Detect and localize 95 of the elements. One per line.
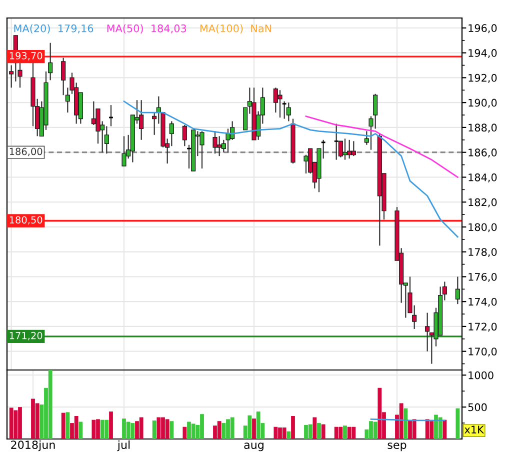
x-tick-label: 2018jun xyxy=(11,440,55,452)
bar xyxy=(430,421,434,439)
bar xyxy=(425,419,430,439)
candlestick xyxy=(455,276,460,305)
bar xyxy=(378,388,382,439)
bar xyxy=(78,422,83,439)
bar xyxy=(74,416,78,439)
y-tick-label: 176,0 xyxy=(468,272,497,282)
bar xyxy=(438,417,442,439)
y-tick-label: 194,0 xyxy=(468,49,497,58)
candlestick xyxy=(61,57,66,96)
bar xyxy=(14,410,18,439)
bar xyxy=(412,419,416,439)
bar xyxy=(399,403,404,439)
bar xyxy=(312,417,317,439)
bar xyxy=(222,423,226,439)
y-tick-label: 196,0 xyxy=(468,24,497,34)
bar xyxy=(48,370,52,439)
y-tick-label: 182,0 xyxy=(468,198,497,208)
candlestick xyxy=(212,130,218,154)
candlestick xyxy=(9,64,14,88)
bar xyxy=(9,408,14,439)
bar xyxy=(230,417,234,439)
bar xyxy=(126,422,130,439)
bar xyxy=(100,420,104,439)
bar xyxy=(139,417,144,439)
x-tick-label: sep xyxy=(388,442,406,452)
bar xyxy=(35,403,40,439)
candlestick xyxy=(342,138,348,160)
y-tick-label: 186,0 xyxy=(468,148,497,158)
candlestick xyxy=(243,107,248,130)
bar xyxy=(252,418,256,439)
y-tick-label: 170,0 xyxy=(468,348,497,357)
y-tick-label: 184,0 xyxy=(468,173,497,182)
ref-line-label: 171,20 xyxy=(10,332,42,340)
bar xyxy=(130,423,135,439)
bar xyxy=(442,420,447,439)
candlestick xyxy=(278,90,282,118)
bar xyxy=(404,408,408,439)
y-tick-label: 174,0 xyxy=(468,298,497,307)
y-tick-label: 180,0 xyxy=(468,223,497,232)
y-tick-label: 500 xyxy=(468,403,487,412)
bar xyxy=(256,412,260,439)
bar xyxy=(152,420,156,439)
bar xyxy=(217,421,222,439)
bar xyxy=(165,419,170,439)
bar xyxy=(191,424,196,439)
y-tick-label: 1000 xyxy=(468,371,494,380)
bar xyxy=(274,426,278,439)
bar xyxy=(182,426,187,439)
line-series xyxy=(305,116,458,178)
candlestick xyxy=(182,124,187,147)
x-tick-label: aug xyxy=(244,442,264,452)
bar xyxy=(61,412,66,439)
bar xyxy=(456,408,460,439)
candlestick xyxy=(286,102,291,122)
bar xyxy=(109,412,113,439)
bar xyxy=(286,431,291,439)
ref-line-label: 186,00 xyxy=(10,148,42,156)
bar xyxy=(338,426,343,439)
bar xyxy=(373,422,378,439)
bar xyxy=(308,424,312,439)
text: MA(50) 184,03 xyxy=(107,24,186,34)
candlestick xyxy=(122,136,126,167)
bar xyxy=(104,420,109,439)
y-tick-label: 190,0 xyxy=(468,98,497,108)
y-tick-label: 178,0 xyxy=(468,248,497,258)
bar xyxy=(156,417,161,439)
bar xyxy=(317,423,321,439)
bar xyxy=(321,424,326,439)
bar xyxy=(352,426,356,439)
candlestick xyxy=(169,120,174,147)
bar xyxy=(291,416,295,439)
bar xyxy=(334,426,338,439)
legend-label: MA(100) NaN xyxy=(200,24,272,34)
bar xyxy=(92,420,96,439)
ref-line-label: 180,50 xyxy=(10,216,42,225)
y-tick-label: 172,0 xyxy=(468,322,497,332)
candlestick xyxy=(200,130,204,170)
x-tick-label: jul xyxy=(117,440,130,452)
line-series xyxy=(123,100,458,238)
bar xyxy=(248,415,252,439)
bar xyxy=(343,426,347,439)
candlestick xyxy=(425,312,430,352)
bar xyxy=(170,421,174,439)
text: MA(20) 179,16 xyxy=(14,24,94,34)
y-tick-label: 192,0 xyxy=(468,74,497,83)
text: x1K xyxy=(464,426,484,434)
candlestick xyxy=(351,140,356,157)
candlestick xyxy=(18,62,22,88)
bar xyxy=(347,426,352,439)
bar xyxy=(282,428,286,439)
y-tick-label: 188,0 xyxy=(468,124,497,133)
ref-line-label: 193,70 xyxy=(10,52,42,60)
bar xyxy=(66,412,70,439)
